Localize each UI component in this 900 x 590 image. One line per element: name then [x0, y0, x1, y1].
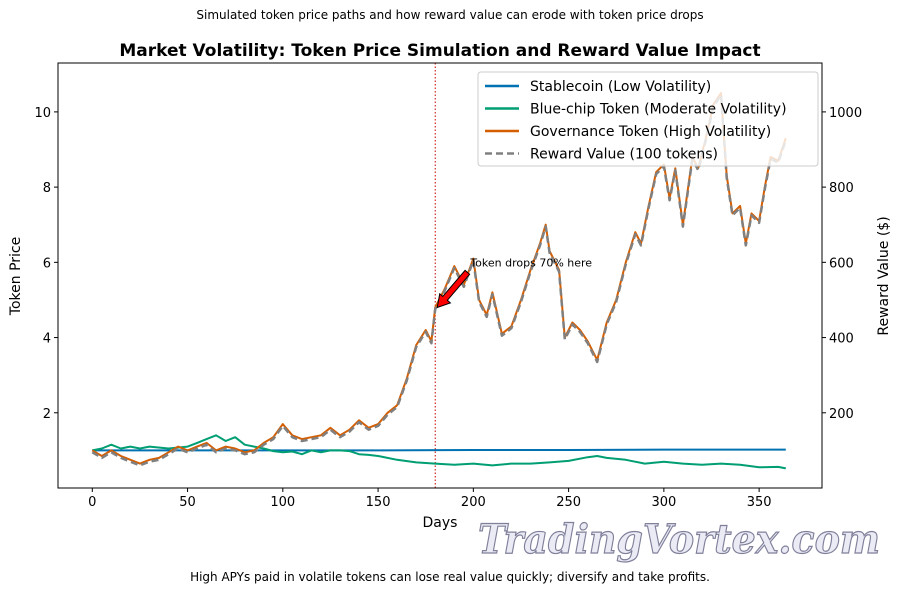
x-tick-label: 150	[366, 495, 391, 510]
y2-tick-label: 800	[829, 181, 854, 196]
x-tick-label: 200	[461, 495, 486, 510]
annotation-text: Token drops 70% here	[469, 256, 592, 269]
annotation-arrow	[436, 269, 471, 309]
x-tick-label: 50	[179, 495, 196, 510]
legend: Stablecoin (Low Volatility) Blue-chip Tok…	[477, 71, 819, 167]
y-tick-label: 2	[43, 407, 51, 422]
y-tick-label: 4	[43, 332, 51, 347]
series-line-0	[92, 448, 786, 452]
y2-axis-label: Reward Value ($)	[876, 216, 892, 335]
y-tick-label: 10	[34, 106, 51, 121]
x-tick-label: 350	[747, 495, 772, 510]
y2-tick-label: 1000	[829, 106, 862, 121]
x-tick-label: 300	[651, 495, 676, 510]
x-axis-label: Days	[423, 515, 458, 531]
x-tick-label: 100	[270, 495, 295, 510]
x-tick-label: 0	[88, 495, 96, 510]
y-tick-label: 8	[43, 181, 51, 196]
axes-frame	[57, 62, 823, 489]
legend-label: Blue-chip Token (Moderate Volatility)	[530, 102, 787, 118]
x-tick-label: 250	[556, 495, 581, 510]
legend-box	[477, 71, 819, 167]
footer-note: High APYs paid in volatile tokens can lo…	[190, 570, 710, 584]
legend-label: Stablecoin (Low Volatility)	[530, 79, 711, 95]
legend-label: Governance Token (High Volatility)	[530, 124, 771, 140]
suptitle: Simulated token price paths and how rewa…	[196, 8, 703, 22]
chart-title: Market Volatility: Token Price Simulatio…	[119, 41, 760, 61]
y2-tick-label: 600	[829, 256, 854, 271]
series-line-1	[92, 434, 786, 470]
y2-tick-label: 400	[829, 332, 854, 347]
legend-label: Reward Value (100 tokens)	[530, 147, 718, 163]
watermark: TradingVortex.com	[478, 516, 880, 563]
y-axis-label: Token Price	[8, 237, 24, 316]
y2-tick-label: 200	[829, 407, 854, 422]
y-tick-label: 6	[43, 256, 51, 271]
